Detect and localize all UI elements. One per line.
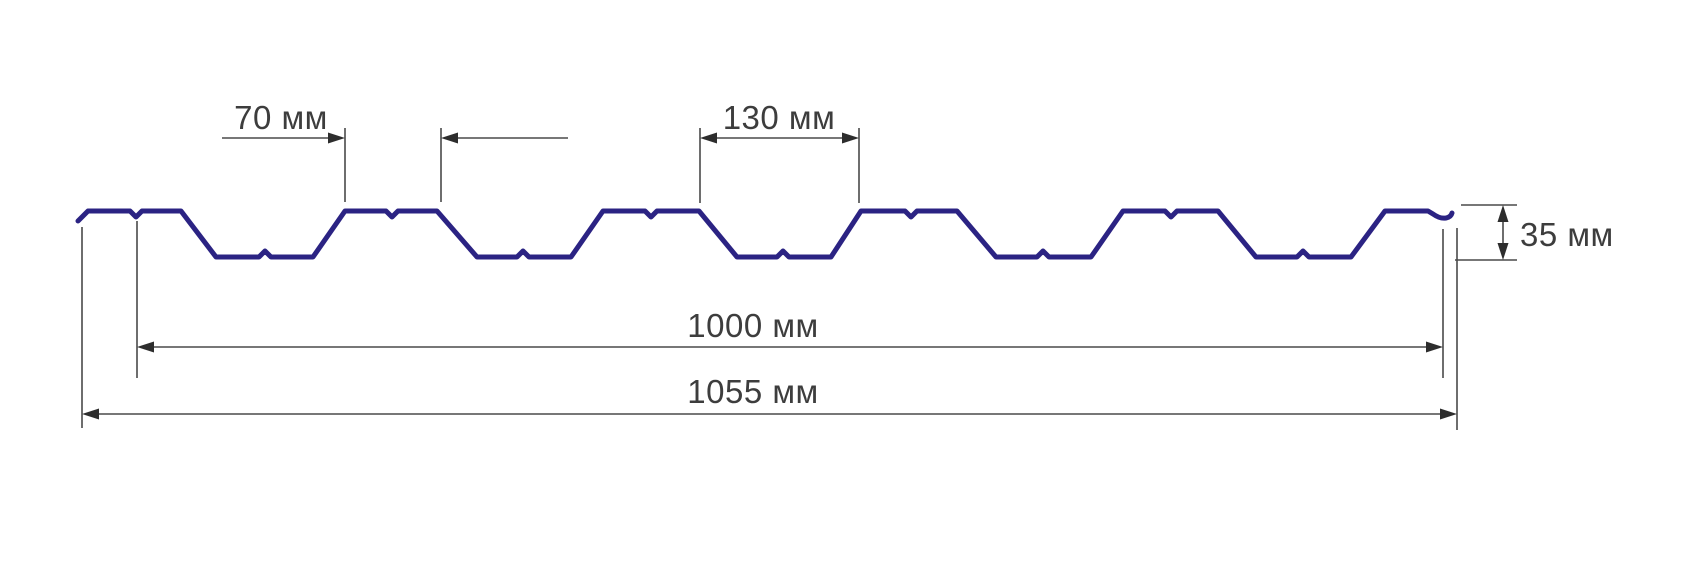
arrowhead-up-icon: [1497, 205, 1509, 222]
dimension-overall-width: 1055 мм: [81, 227, 1458, 430]
dimension-label: 35 мм: [1520, 216, 1614, 253]
arrowhead-right-icon: [842, 132, 859, 144]
dimension-label: 1055 мм: [687, 373, 818, 410]
arrowhead-down-icon: [1497, 243, 1509, 260]
arrowhead-left-icon: [82, 408, 99, 420]
arrowhead-right-icon: [1440, 408, 1457, 420]
dimension-label: 70 мм: [234, 99, 328, 136]
arrowhead-right-icon: [328, 132, 345, 144]
dimension-label: 1000 мм: [687, 307, 818, 344]
arrowhead-left-icon: [137, 341, 154, 353]
dimension-crest-width-counter-arrow: [440, 128, 568, 202]
sheet-profile-line: [75, 208, 1455, 260]
arrowhead-left-icon: [700, 132, 717, 144]
dimension-working-width: 1000 мм: [136, 221, 1444, 378]
sheet-profile: [75, 208, 1455, 260]
dimension-crest-width: 70 мм: [222, 99, 346, 202]
dimension-profile-height: 35 мм: [1455, 204, 1614, 261]
dimension-label: 130 мм: [723, 99, 836, 136]
dimension-crest-spacing: 130 мм: [699, 99, 860, 203]
arrowhead-left-icon: [441, 132, 458, 144]
arrowhead-right-icon: [1426, 341, 1443, 353]
